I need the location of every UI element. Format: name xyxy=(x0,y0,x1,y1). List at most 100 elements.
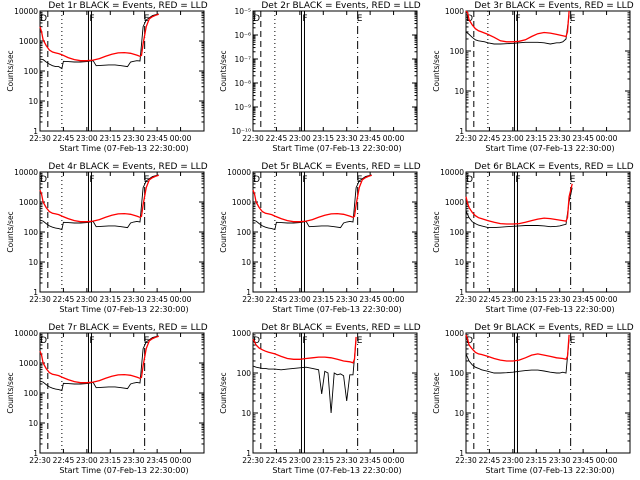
chart-title: Det 4r BLACK = Events, RED = LLD xyxy=(48,162,207,172)
marker-d: D xyxy=(466,175,473,185)
marker-f: F xyxy=(89,175,94,185)
x-tick-label: 23:45 xyxy=(572,456,594,465)
y-tick-label: 10⁻⁹ xyxy=(234,103,251,112)
y-axis-label: Counts/sec xyxy=(6,211,15,252)
x-tick-label: 00:00 xyxy=(383,456,405,465)
marker-f: F xyxy=(515,14,520,24)
y-tick-label: 1 xyxy=(246,288,251,297)
y-tick-label: 10000 xyxy=(440,168,464,177)
x-tick-label: 23:30 xyxy=(123,295,145,304)
y-tick-label: 100 xyxy=(450,47,465,56)
y-tick-label: 1000 xyxy=(232,329,251,338)
y-axis-label: Counts/sec xyxy=(6,372,15,413)
x-axis-label: Start Time (07-Feb-13 22:30:00) xyxy=(485,466,614,475)
series-lld-line xyxy=(39,335,159,384)
x-axis-label: Start Time (07-Feb-13 22:30:00) xyxy=(59,305,188,314)
x-tick-label: 00:00 xyxy=(170,134,192,143)
chart-panel-3: Det 3r BLACK = Events, RED = LLD 22:30 22:… xyxy=(432,1,634,153)
marker-d: D xyxy=(466,336,473,346)
x-tick-label: 23:15 xyxy=(312,295,334,304)
x-axis-label: Start Time (07-Feb-13 22:30:00) xyxy=(272,144,401,153)
y-tick-label: 10⁻⁷ xyxy=(234,55,251,64)
x-tick-label: 23:15 xyxy=(525,456,547,465)
x-tick-label: 23:45 xyxy=(146,295,168,304)
chart-panel-1: Det 1r BLACK = Events, RED = LLD 22:30 22:… xyxy=(6,1,208,153)
y-tick-label: 1000 xyxy=(445,329,464,338)
y-tick-label: 1 xyxy=(33,449,38,458)
series-lld-line xyxy=(465,334,570,362)
marker-e: E xyxy=(570,175,576,185)
x-tick-label: 00:00 xyxy=(596,456,618,465)
x-tick-label: 23:00 xyxy=(76,134,98,143)
series-lld-line xyxy=(39,174,159,223)
series-lld-line xyxy=(465,183,573,225)
x-tick-label: 23:00 xyxy=(289,456,311,465)
x-tick-label: 22:30 xyxy=(242,134,264,143)
chart-panel-8: Det 8r BLACK = Events, RED = LLD 22:30 22:… xyxy=(219,323,421,475)
y-tick-label: 1000 xyxy=(445,198,464,207)
y-axis-label: Counts/sec xyxy=(219,211,228,252)
x-tick-label: 22:30 xyxy=(29,456,51,465)
x-tick-label: 23:30 xyxy=(549,295,571,304)
marker-f: F xyxy=(515,336,520,346)
x-tick-label: 23:15 xyxy=(99,295,121,304)
chart-title: Det 1r BLACK = Events, RED = LLD xyxy=(48,1,207,11)
series-events-line xyxy=(465,14,570,45)
x-tick-label: 23:30 xyxy=(336,295,358,304)
y-tick-label: 10000 xyxy=(14,7,38,16)
marker-d: D xyxy=(466,14,473,24)
x-tick-label: 23:15 xyxy=(525,134,547,143)
x-tick-label: 22:45 xyxy=(479,456,501,465)
y-tick-label: 10 xyxy=(241,409,251,418)
marker-d: D xyxy=(253,336,260,346)
x-tick-label: 23:00 xyxy=(502,134,524,143)
chart-title: Det 6r BLACK = Events, RED = LLD xyxy=(474,162,633,172)
x-tick-label: 23:30 xyxy=(336,456,358,465)
x-tick-label: 23:00 xyxy=(76,456,98,465)
y-tick-label: 1000 xyxy=(19,37,38,46)
y-tick-label: 10⁻⁸ xyxy=(234,79,251,88)
y-axis-label: Counts/sec xyxy=(432,372,441,413)
y-tick-label: 100 xyxy=(24,228,39,237)
y-tick-label: 10000 xyxy=(14,329,38,338)
x-tick-label: 23:30 xyxy=(123,456,145,465)
x-tick-label: 00:00 xyxy=(596,134,618,143)
y-tick-label: 10 xyxy=(454,409,464,418)
x-tick-label: 00:00 xyxy=(596,295,618,304)
y-tick-label: 1 xyxy=(246,449,251,458)
series-events-line xyxy=(465,339,570,374)
marker-d: D xyxy=(40,175,47,185)
x-tick-label: 23:30 xyxy=(123,134,145,143)
series-lld-line xyxy=(252,336,357,364)
x-tick-label: 23:30 xyxy=(549,456,571,465)
x-tick-label: 22:45 xyxy=(53,456,75,465)
chart-panel-2: Det 2r BLACK = Events, RED = LLD 22:30 22:… xyxy=(219,1,421,153)
series-lld-line xyxy=(252,174,372,223)
y-tick-label: 1 xyxy=(459,127,464,136)
x-tick-label: 22:30 xyxy=(455,456,477,465)
x-tick-label: 00:00 xyxy=(170,295,192,304)
x-tick-label: 00:00 xyxy=(170,456,192,465)
x-axis-label: Start Time (07-Feb-13 22:30:00) xyxy=(59,466,188,475)
x-axis-label: Start Time (07-Feb-13 22:30:00) xyxy=(485,305,614,314)
x-tick-label: 22:45 xyxy=(266,295,288,304)
x-tick-label: 22:30 xyxy=(29,134,51,143)
marker-f: F xyxy=(515,175,520,185)
plot-frame xyxy=(465,332,631,454)
marker-e: E xyxy=(570,14,576,24)
chart-panel-4: Det 4r BLACK = Events, RED = LLD 22:30 22:… xyxy=(6,162,208,314)
y-tick-label: 10 xyxy=(28,419,38,428)
series-events-line xyxy=(39,174,159,231)
y-tick-label: 1 xyxy=(33,288,38,297)
series-lld-line xyxy=(465,10,570,43)
y-tick-label: 1000 xyxy=(445,7,464,16)
marker-d: D xyxy=(253,175,260,185)
marker-e: E xyxy=(357,14,363,24)
y-tick-label: 10⁻¹⁰ xyxy=(231,127,251,136)
y-tick-label: 1000 xyxy=(19,198,38,207)
x-tick-label: 22:30 xyxy=(455,295,477,304)
y-tick-label: 10 xyxy=(241,258,251,267)
y-tick-label: 10 xyxy=(28,97,38,106)
x-tick-label: 23:45 xyxy=(359,456,381,465)
x-tick-label: 23:45 xyxy=(146,134,168,143)
